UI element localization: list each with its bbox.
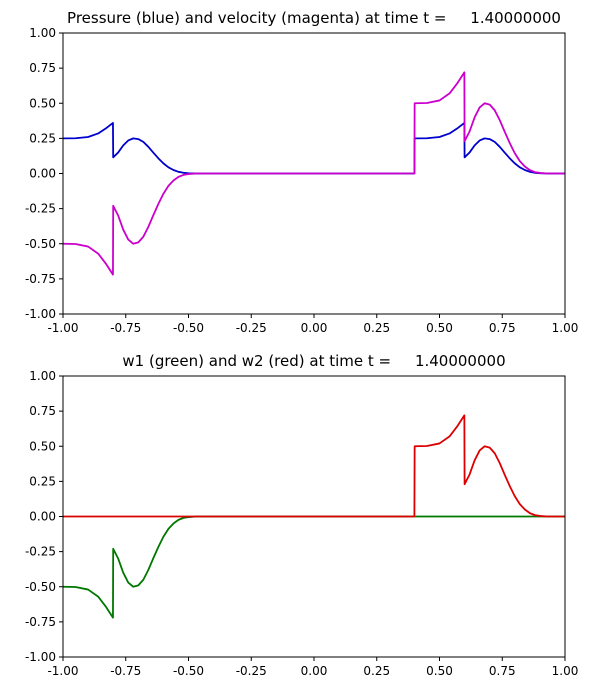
x-tick-label: 0.25 <box>363 664 390 678</box>
x-tick-label: 0.25 <box>363 321 390 335</box>
x-tick-label: 0.75 <box>489 321 516 335</box>
y-tick-label: 0.75 <box>29 61 56 75</box>
x-tick-label: 0.00 <box>301 664 328 678</box>
y-tick-label: 0.00 <box>29 167 56 181</box>
x-tick-label: -0.25 <box>236 321 267 335</box>
y-tick-label: -0.25 <box>25 202 56 216</box>
x-tick-label: -0.25 <box>236 664 267 678</box>
x-tick-label: 0.50 <box>426 321 453 335</box>
y-tick-label: 0.25 <box>29 474 56 488</box>
w2-curve <box>63 414 565 518</box>
x-tick-label: -1.00 <box>47 664 78 678</box>
w1-curve <box>63 515 565 619</box>
y-tick-label: -0.50 <box>25 580 56 594</box>
y-tick-label: -0.25 <box>25 545 56 559</box>
y-tick-label: 0.75 <box>29 404 56 418</box>
pressure-curve <box>63 122 565 175</box>
x-tick-label: -1.00 <box>47 321 78 335</box>
x-tick-label: -0.50 <box>173 321 204 335</box>
w1-w2-title: w1 (green) and w2 (red) at time t = 1.40… <box>122 352 505 370</box>
y-tick-label: 1.00 <box>29 26 56 40</box>
velocity-curve <box>63 71 565 276</box>
pressure-velocity-title: Pressure (blue) and velocity (magenta) a… <box>67 9 561 27</box>
y-tick-label: 0.00 <box>29 510 56 524</box>
y-tick-label: 0.50 <box>29 439 56 453</box>
x-tick-label: 0.50 <box>426 664 453 678</box>
y-tick-label: -1.00 <box>25 650 56 664</box>
y-tick-label: 1.00 <box>29 369 56 383</box>
x-tick-label: -0.75 <box>110 321 141 335</box>
y-tick-label: -0.75 <box>25 272 56 286</box>
x-tick-label: 0.00 <box>301 321 328 335</box>
x-tick-label: -0.50 <box>173 664 204 678</box>
x-tick-label: 0.75 <box>489 664 516 678</box>
y-tick-label: 0.50 <box>29 96 56 110</box>
y-tick-label: 0.25 <box>29 131 56 145</box>
x-tick-label: 1.00 <box>552 664 579 678</box>
w1-w2-plot: w1 (green) and w2 (red) at time t = 1.40… <box>25 352 578 678</box>
x-tick-label: -0.75 <box>110 664 141 678</box>
y-tick-label: -0.75 <box>25 615 56 629</box>
pressure-velocity-plot: Pressure (blue) and velocity (magenta) a… <box>25 9 578 335</box>
y-tick-label: -1.00 <box>25 307 56 321</box>
y-tick-label: -0.50 <box>25 237 56 251</box>
x-tick-label: 1.00 <box>552 321 579 335</box>
